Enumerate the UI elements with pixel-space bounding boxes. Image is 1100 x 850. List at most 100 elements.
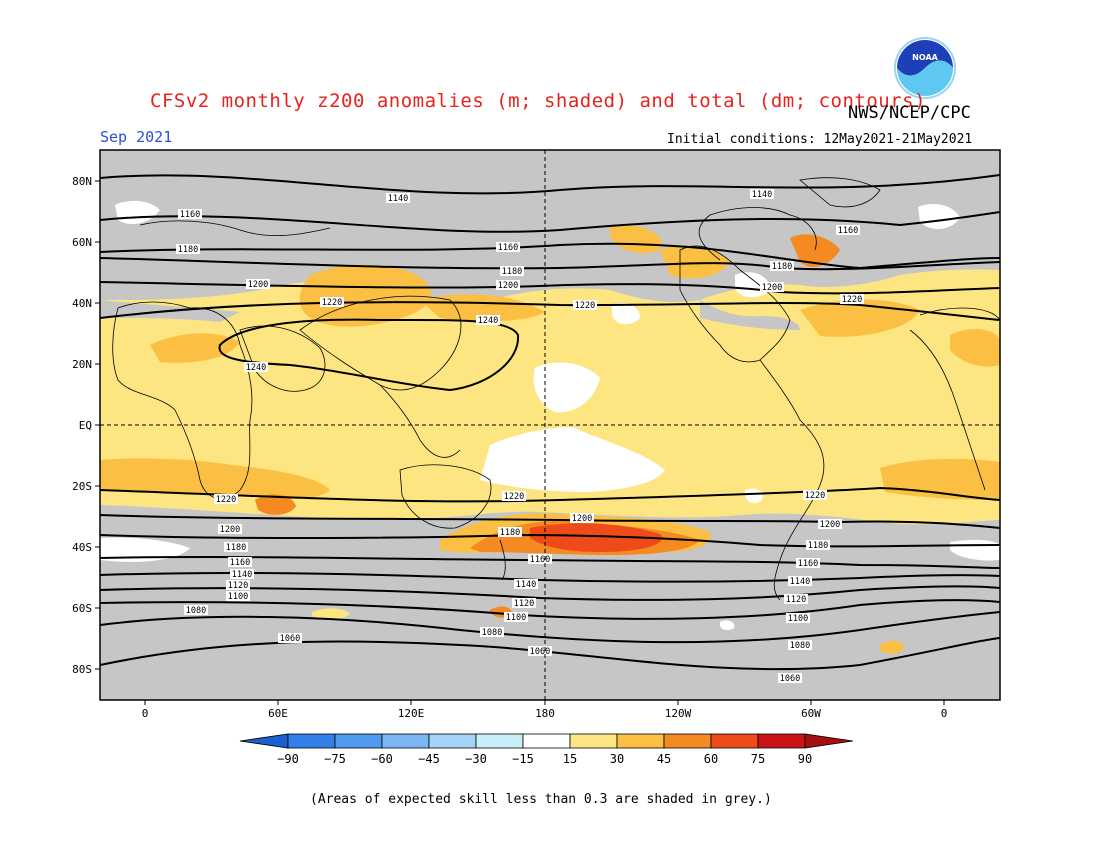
- contour-label-text: 1120: [228, 581, 248, 591]
- contour-label: 1160: [496, 242, 520, 253]
- contour-label: 1080: [788, 640, 812, 651]
- contour-label: 1200: [496, 280, 520, 291]
- contour-label: 1120: [226, 580, 250, 591]
- contour-label: 1180: [806, 540, 830, 551]
- contour-label-text: 1220: [842, 295, 862, 305]
- colorbar-tick-label: −75: [324, 752, 346, 766]
- contour-label: 1140: [514, 579, 538, 590]
- colorbar-segment: [710, 733, 759, 749]
- contour-label-text: 1160: [798, 559, 818, 569]
- colorbar-tick-label: 45: [657, 752, 671, 766]
- contour-label-text: 1140: [790, 577, 810, 587]
- lat-label: 60S: [72, 602, 92, 615]
- contour-label-text: 1140: [752, 190, 772, 200]
- lat-label: 40S: [72, 541, 92, 554]
- colorbar-tick-label: 15: [563, 752, 577, 766]
- colorbar-segment: [475, 733, 524, 749]
- contour-label-text: 1200: [220, 525, 240, 535]
- contour-label-text: 1160: [498, 243, 518, 253]
- contour-label-text: 1200: [248, 280, 268, 290]
- contour-label-text: 1140: [516, 580, 536, 590]
- contour-label: 1200: [570, 513, 594, 524]
- lat-label: 20S: [72, 480, 92, 493]
- lon-label: 0: [941, 707, 948, 720]
- contour-label-text: 1160: [180, 210, 200, 220]
- contour-label: 1120: [512, 598, 536, 609]
- contour-label-text: 1220: [216, 495, 236, 505]
- lon-label: 60E: [268, 707, 288, 720]
- contour-label-text: 1160: [230, 558, 250, 568]
- logo-text: NOAA: [912, 53, 938, 62]
- colorbar-tick-label: −60: [371, 752, 393, 766]
- contour-label-text: 1200: [820, 520, 840, 530]
- forecast-month: Sep 2021: [100, 128, 173, 146]
- contour-label: 1200: [246, 279, 270, 290]
- coastlines: [112, 177, 1000, 601]
- lat-label: 80N: [72, 175, 92, 188]
- contour-label: 1180: [498, 527, 522, 538]
- contour-label: 1140: [788, 576, 812, 587]
- contour-label-text: 1080: [186, 606, 206, 616]
- contour-label-text: 1240: [246, 363, 266, 373]
- colorbar-arrow-low: [239, 733, 289, 749]
- contour-label-text: 1220: [322, 298, 342, 308]
- agency-label: NWS/NCEP/CPC: [848, 103, 971, 123]
- lon-label: 60W: [801, 707, 821, 720]
- contour-label-text: 1120: [786, 595, 806, 605]
- colorbar-tick-label: 75: [751, 752, 765, 766]
- lat-label: EQ: [79, 419, 92, 432]
- contour-label: 1160: [178, 209, 202, 220]
- axis-ticks: [95, 180, 945, 705]
- contour-label: 1180: [500, 266, 524, 277]
- contour-label: 1180: [224, 542, 248, 553]
- lon-label: 180: [535, 707, 555, 720]
- contour-label-text: 1200: [572, 514, 592, 524]
- contour-label-text: 1160: [530, 555, 550, 565]
- contour-label: 1100: [786, 613, 810, 624]
- colorbar-tick-label: −90: [277, 752, 299, 766]
- contour-label: 1080: [480, 627, 504, 638]
- contour-label: 1200: [218, 524, 242, 535]
- contour-label: 1160: [796, 558, 820, 569]
- contour-label: 1220: [502, 491, 526, 502]
- contour-label: 1240: [244, 362, 268, 373]
- colorbar-segment: [757, 733, 806, 749]
- colorbar-segment: [334, 733, 383, 749]
- contour-label: 1180: [176, 244, 200, 255]
- contour-label: 1120: [784, 594, 808, 605]
- colorbar-arrow-high: [804, 733, 854, 749]
- contour-label: 1220: [214, 494, 238, 505]
- lon-label: 120E: [398, 707, 425, 720]
- contour-label: 1100: [226, 591, 250, 602]
- contour-label-text: 1080: [790, 641, 810, 651]
- contour-label-text: 1220: [575, 301, 595, 311]
- contour-label: 1140: [386, 193, 410, 204]
- contour-label-text: 1060: [780, 674, 800, 684]
- contour-label-text: 1100: [228, 592, 248, 602]
- initial-conditions: Initial conditions: 12May2021-21May2021: [667, 132, 973, 147]
- contour-label-text: 1120: [514, 599, 534, 609]
- contour-label-text: 1200: [498, 281, 518, 291]
- colorbar-tick-label: −45: [418, 752, 440, 766]
- colorbar-tick-label: 60: [704, 752, 718, 766]
- contour-label: 1160: [528, 554, 552, 565]
- colorbar-segment: [663, 733, 712, 749]
- colorbar: −90 −75 −60 −45 −30 −15 15 30 45 60 75 90: [239, 733, 854, 766]
- contour-label-text: 1200: [762, 283, 782, 293]
- colorbar-segment: [428, 733, 477, 749]
- colorbar-tick-label: 30: [610, 752, 624, 766]
- contour-lines: [100, 174, 1000, 671]
- contour-label: 1240: [476, 315, 500, 326]
- contour-label: 1160: [228, 557, 252, 568]
- contour-label-text: 1060: [280, 634, 300, 644]
- contour-label: 1200: [818, 519, 842, 530]
- lat-label: 20N: [72, 358, 92, 371]
- contour-label-text: 1180: [502, 267, 522, 277]
- contour-label-text: 1140: [388, 194, 408, 204]
- contour-label: 1160: [836, 225, 860, 236]
- contour-label-text: 1240: [478, 316, 498, 326]
- lat-label: 60N: [72, 236, 92, 249]
- contour-label: 1140: [230, 569, 254, 580]
- colorbar-segment: [522, 733, 571, 749]
